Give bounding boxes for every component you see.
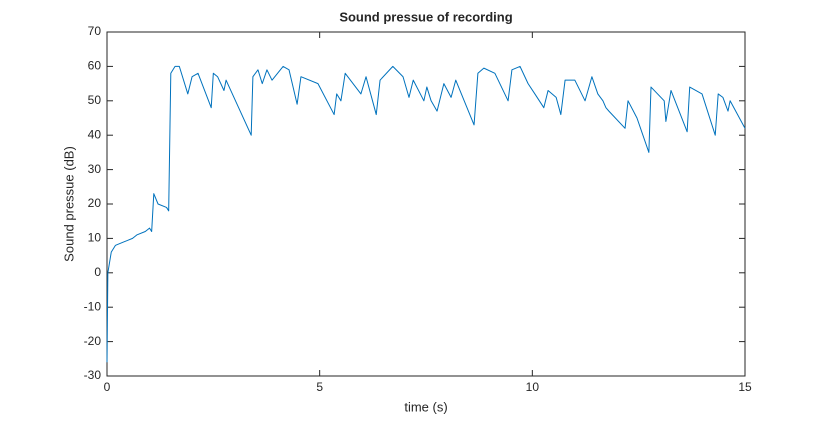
y-tick-label: -30	[84, 368, 102, 382]
y-tick-label: 30	[88, 162, 102, 176]
y-tick-label: 20	[88, 196, 102, 210]
y-tick-label: 10	[88, 231, 102, 245]
x-tick-label: 15	[738, 380, 752, 394]
y-axis-label: Sound pressue (dB)	[61, 146, 76, 262]
x-tick-label: 10	[526, 380, 540, 394]
y-tick-label: 70	[88, 24, 102, 38]
chart-title: Sound pressue of recording	[339, 9, 512, 24]
y-tick-label: -10	[84, 299, 102, 313]
y-tick-label: 60	[88, 59, 102, 73]
y-tick-label: 0	[94, 265, 101, 279]
x-tick-label: 0	[104, 380, 111, 394]
x-tick-label: 5	[316, 380, 323, 394]
x-axis-label: time (s)	[404, 399, 447, 414]
y-tick-label: 40	[88, 127, 102, 141]
data-line	[106, 65, 746, 363]
y-tick-label: -20	[84, 334, 102, 348]
y-tick-label: 50	[88, 93, 102, 107]
